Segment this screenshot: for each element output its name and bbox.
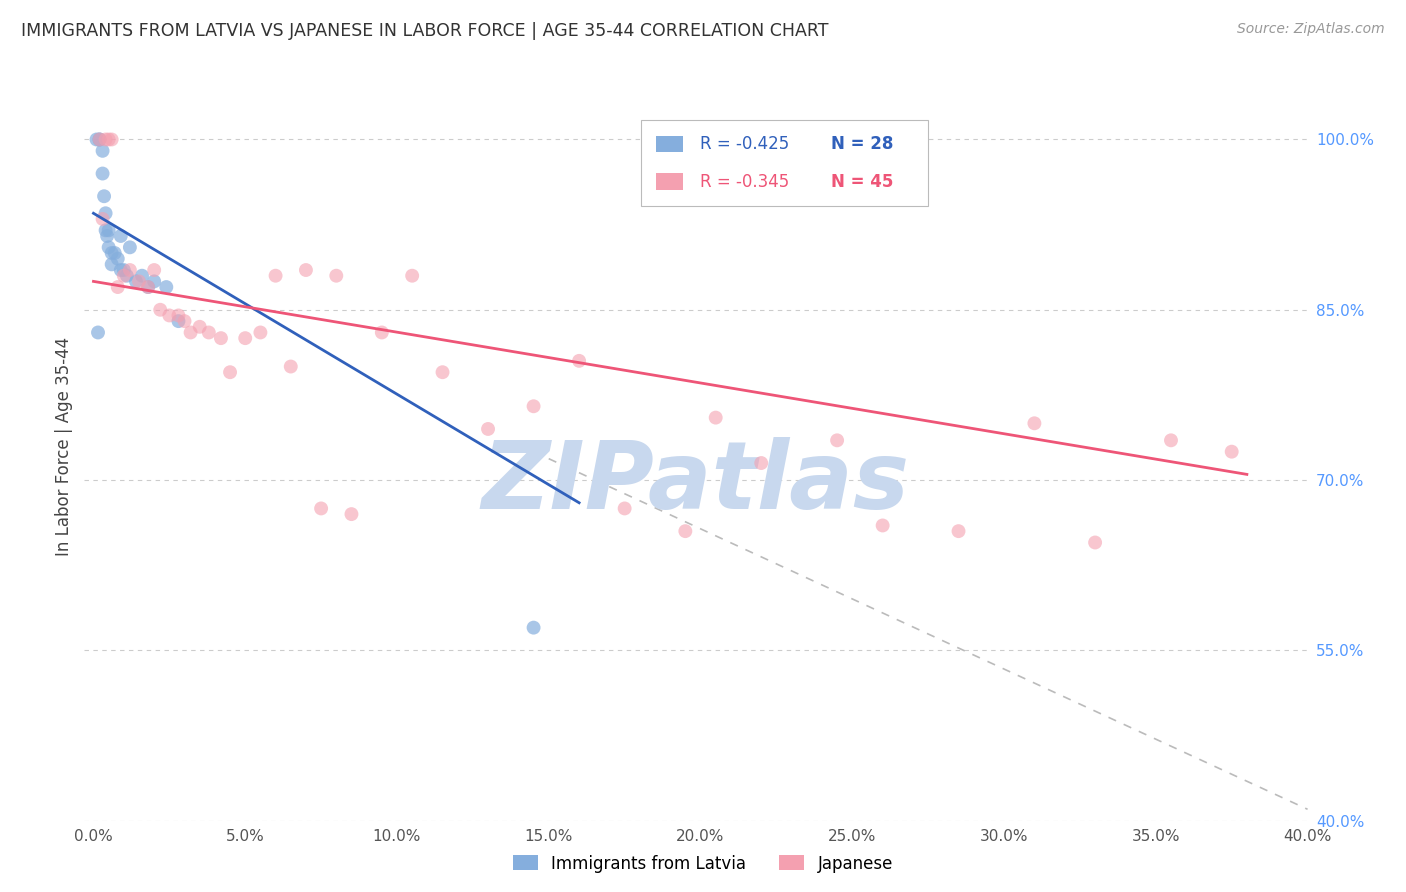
Point (110, 263, 132, 277)
Point (136, 280, 159, 294)
Point (264, 268, 287, 283)
Point (100, 132, 122, 146)
Point (136, 280, 159, 294)
Point (97, 240, 120, 254)
Point (115, 268, 138, 283)
Y-axis label: In Labor Force | Age 35-44: In Labor Force | Age 35-44 (55, 336, 73, 556)
Point (523, 399, 546, 413)
Point (143, 274, 166, 288)
Point (107, 280, 129, 294)
Point (128, 274, 150, 288)
Point (198, 326, 221, 340)
Point (523, 621, 546, 635)
Point (155, 280, 177, 294)
Text: Source: ZipAtlas.com: Source: ZipAtlas.com (1237, 22, 1385, 37)
Point (94, 206, 117, 220)
Point (94, 223, 117, 237)
Point (89, 132, 111, 146)
Point (673, 524, 696, 538)
Point (157, 309, 180, 323)
Point (1220, 444, 1243, 458)
Point (249, 326, 271, 340)
Point (325, 268, 347, 283)
Point (295, 263, 318, 277)
FancyBboxPatch shape (655, 136, 682, 153)
Point (91, 144, 114, 158)
Text: ZIPatlas: ZIPatlas (482, 437, 910, 530)
Point (173, 314, 195, 328)
Point (112, 268, 135, 283)
Point (100, 257, 122, 271)
Point (94, 132, 117, 146)
Point (97, 132, 120, 146)
Point (309, 501, 332, 516)
Point (110, 229, 132, 244)
Point (91, 211, 114, 226)
Point (86, 132, 108, 146)
Point (371, 326, 394, 340)
Point (89, 132, 111, 146)
Text: N = 28: N = 28 (831, 135, 893, 153)
FancyBboxPatch shape (641, 120, 928, 206)
Point (100, 246, 122, 260)
Point (188, 319, 211, 334)
Point (167, 314, 190, 328)
Text: N = 45: N = 45 (831, 172, 893, 191)
Point (704, 410, 727, 425)
Point (91, 167, 114, 181)
Point (118, 263, 141, 277)
Point (219, 365, 242, 379)
Point (107, 252, 129, 266)
Point (209, 331, 232, 345)
Point (568, 354, 591, 368)
Point (93, 189, 115, 203)
FancyBboxPatch shape (655, 173, 682, 190)
Point (825, 434, 848, 448)
Point (340, 507, 363, 521)
Point (401, 268, 423, 283)
Legend: Immigrants from Latvia, Japanese: Immigrants from Latvia, Japanese (506, 848, 900, 880)
Point (112, 263, 135, 277)
Point (104, 246, 127, 260)
Point (143, 263, 166, 277)
Point (613, 501, 636, 516)
Point (131, 268, 153, 283)
Point (233, 331, 256, 345)
Point (1024, 417, 1046, 431)
Point (118, 240, 141, 254)
Point (477, 422, 499, 436)
Point (1084, 535, 1107, 549)
Point (1160, 434, 1182, 448)
Point (948, 524, 970, 538)
Point (872, 518, 894, 533)
Point (97, 223, 120, 237)
Point (180, 326, 202, 340)
Point (125, 274, 148, 288)
Text: IMMIGRANTS FROM LATVIA VS JAPANESE IN LABOR FORCE | AGE 35-44 CORRELATION CHART: IMMIGRANTS FROM LATVIA VS JAPANESE IN LA… (21, 22, 828, 40)
Point (749, 456, 772, 470)
Point (167, 309, 190, 323)
Point (87, 326, 110, 340)
Point (96, 229, 118, 244)
Text: R = -0.345: R = -0.345 (700, 172, 789, 191)
Point (89, 132, 111, 146)
Point (280, 359, 302, 374)
Text: R = -0.425: R = -0.425 (700, 135, 789, 153)
Point (149, 302, 172, 317)
Point (432, 365, 454, 379)
